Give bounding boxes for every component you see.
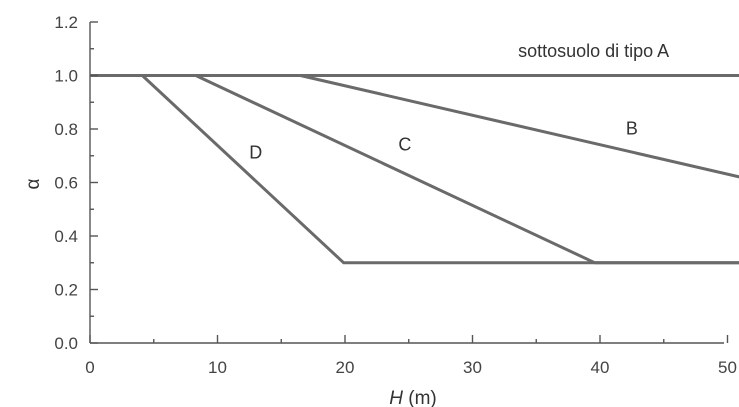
y-tick-label: 0.6 — [54, 174, 78, 193]
y-axis-title: α — [23, 178, 44, 189]
series-line-4 — [141, 74, 739, 265]
series-layer — [90, 74, 739, 265]
x-tick-label: 0 — [85, 358, 94, 377]
series-label-3: C — [398, 134, 411, 154]
plot-area: 0.0 0.2 0.4 0.6 0.8 1.0 1.2 0 10 20 30 40 50 sottosu… — [54, 13, 739, 377]
series-line-3 — [195, 74, 739, 265]
series-label-4: D — [249, 142, 262, 162]
x-axis-title-var: H — [389, 388, 403, 407]
x-tick-label: 40 — [591, 358, 610, 377]
y-tick-label: 0.4 — [54, 227, 78, 246]
y-tick-label: 0.2 — [54, 281, 78, 300]
label-layer: sottosuolo di tipo A B C D — [249, 41, 669, 163]
x-axis-title-unit: (m) — [408, 388, 436, 407]
y-tick-label: 0.0 — [54, 334, 78, 353]
series-label-1: sottosuolo di tipo A — [518, 41, 669, 61]
x-tick-label: 50 — [718, 358, 737, 377]
y-tick-label: 0.8 — [54, 120, 78, 139]
y-tick-label: 1.2 — [54, 13, 78, 32]
series-label-2: B — [626, 118, 638, 138]
x-tick-label: 20 — [336, 358, 355, 377]
y-tick-label: 1.0 — [54, 67, 78, 86]
x-tick-label: 10 — [208, 358, 227, 377]
tick-layer: 0.0 0.2 0.4 0.6 0.8 1.0 1.2 0 10 20 30 40 50 — [54, 13, 737, 377]
series-line-2 — [300, 74, 739, 179]
x-axis-title: H (m) — [389, 388, 437, 407]
x-tick-label: 30 — [463, 358, 482, 377]
